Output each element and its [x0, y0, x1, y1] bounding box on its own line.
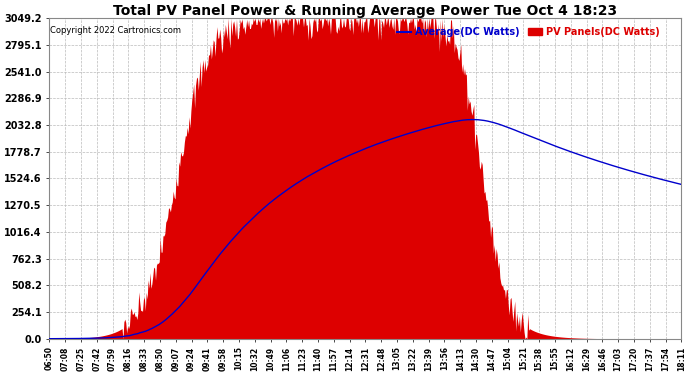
- Legend: Average(DC Watts), PV Panels(DC Watts): Average(DC Watts), PV Panels(DC Watts): [393, 23, 664, 41]
- Title: Total PV Panel Power & Running Average Power Tue Oct 4 18:23: Total PV Panel Power & Running Average P…: [113, 4, 618, 18]
- Text: Copyright 2022 Cartronics.com: Copyright 2022 Cartronics.com: [50, 26, 181, 35]
